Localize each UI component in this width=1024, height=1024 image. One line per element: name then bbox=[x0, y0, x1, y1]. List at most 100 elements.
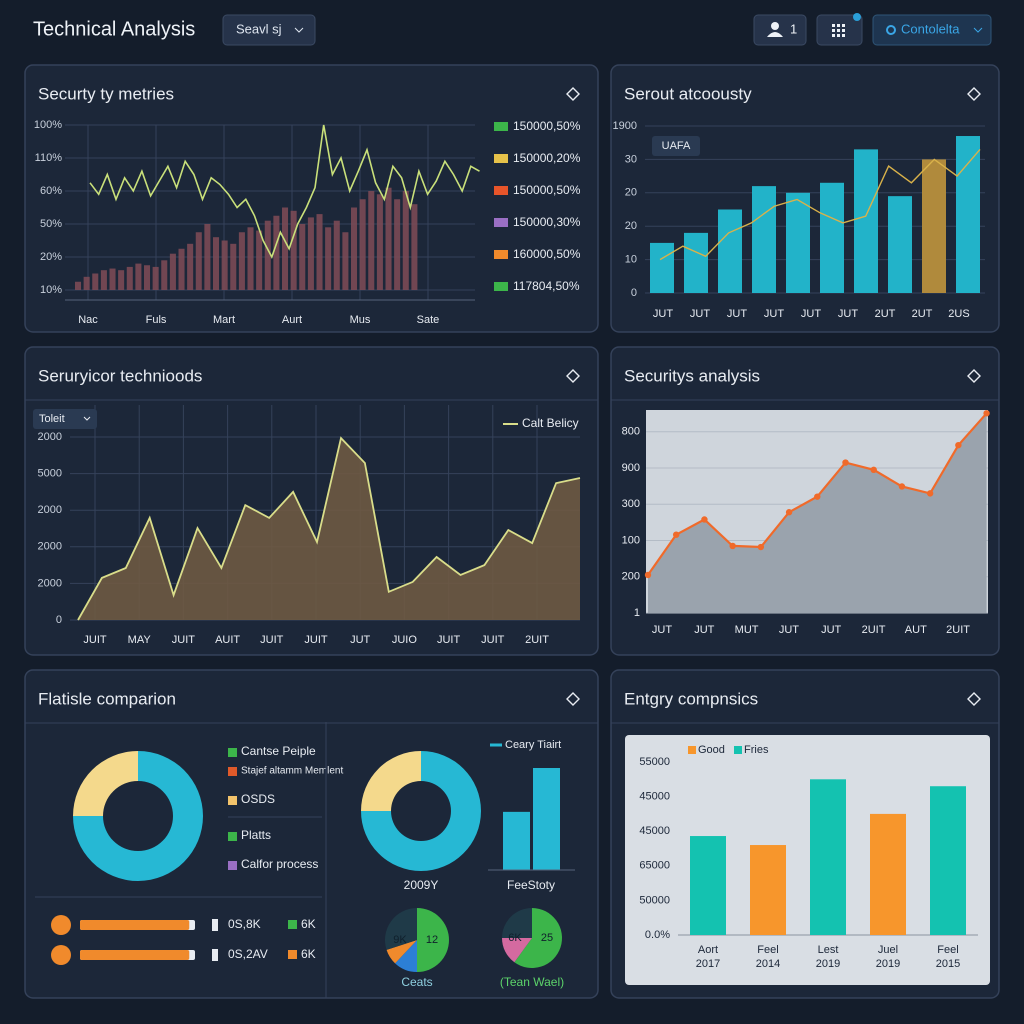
panel bbox=[24, 669, 599, 999]
pie-value: 6K bbox=[508, 932, 522, 944]
bar bbox=[718, 209, 742, 293]
button-label: Contolelta bbox=[901, 21, 960, 36]
progress-fill bbox=[80, 920, 190, 930]
bar bbox=[290, 210, 297, 290]
bar bbox=[169, 253, 176, 290]
bar bbox=[402, 191, 409, 290]
x-tick-label: JUIT bbox=[83, 634, 107, 646]
dropdown[interactable] bbox=[33, 409, 97, 429]
panel-menu-icon bbox=[967, 369, 981, 383]
segment bbox=[73, 751, 203, 881]
x-tick-label: Nac bbox=[78, 314, 98, 326]
y-tick-label: 20 bbox=[625, 187, 637, 199]
tag-label: 6K bbox=[301, 947, 316, 961]
marker bbox=[898, 483, 906, 490]
pie-value: 12 bbox=[426, 934, 438, 946]
bar bbox=[221, 240, 228, 290]
legend-swatch bbox=[228, 767, 237, 776]
marker bbox=[757, 543, 765, 551]
bar bbox=[870, 813, 906, 935]
icon bbox=[51, 945, 71, 965]
y-tick-label: 2000 bbox=[38, 541, 62, 553]
legend-swatch bbox=[228, 832, 237, 841]
chart-label: FeeStoty bbox=[507, 878, 555, 892]
bar bbox=[411, 204, 418, 290]
y-tick-label: 20% bbox=[40, 251, 62, 263]
bar bbox=[820, 182, 844, 293]
legend-label: Platts bbox=[241, 828, 271, 842]
marker bbox=[701, 516, 708, 523]
x-tick-label: 2US bbox=[948, 308, 969, 320]
y-tick-label: 50% bbox=[40, 218, 62, 230]
x-tick-label: Feel bbox=[937, 944, 958, 956]
x-tick-sublabel: 2015 bbox=[936, 958, 960, 970]
bar bbox=[264, 220, 271, 290]
y-tick-label: 1900 bbox=[613, 120, 637, 132]
panel-title: Seruryicor technioods bbox=[38, 366, 202, 385]
badge bbox=[652, 136, 700, 156]
legend-label: 160000,50% bbox=[513, 247, 581, 261]
marker bbox=[983, 410, 990, 417]
legend-label: Good bbox=[698, 744, 725, 756]
y-tick-label: 0.0% bbox=[645, 929, 670, 941]
y-tick-label: 5000 bbox=[38, 468, 62, 480]
legend-swatch bbox=[494, 282, 508, 291]
bar bbox=[750, 845, 786, 935]
bar bbox=[118, 270, 125, 290]
pie-value: 25 bbox=[541, 932, 553, 944]
y-tick-label: 300 bbox=[622, 498, 640, 510]
x-tick-label: JUIT bbox=[481, 634, 505, 646]
legend-swatch bbox=[228, 861, 237, 870]
line bbox=[77, 436, 581, 621]
x-tick-label: JUT bbox=[821, 624, 841, 636]
marker bbox=[814, 493, 821, 500]
y-tick-label: 20 bbox=[625, 220, 637, 232]
x-tick-label: AUIT bbox=[215, 634, 240, 646]
bar bbox=[810, 779, 846, 935]
dropdown[interactable] bbox=[222, 14, 316, 46]
legend-swatch bbox=[494, 218, 508, 227]
y-tick-label: 100 bbox=[622, 534, 640, 546]
legend-label: Calt Belicy bbox=[522, 416, 579, 430]
x-tick-label: 2UIT bbox=[525, 634, 549, 646]
x-tick-sublabel: 2014 bbox=[756, 958, 780, 970]
x-tick-label: JUIO bbox=[392, 634, 418, 646]
user-icon bbox=[771, 22, 779, 30]
legend-label: Ceary Tiairt bbox=[505, 739, 561, 751]
bar bbox=[282, 207, 289, 290]
bar bbox=[307, 217, 314, 290]
panel-title: Securitys analysis bbox=[624, 366, 760, 385]
y-tick-label: 10 bbox=[625, 254, 637, 266]
x-tick-label: Aurt bbox=[282, 314, 302, 326]
pie-value: 9K bbox=[393, 934, 407, 946]
action-button[interactable] bbox=[872, 14, 992, 46]
legend-label: 150000,50% bbox=[513, 183, 581, 197]
bar bbox=[690, 836, 726, 935]
bar bbox=[126, 266, 133, 290]
legend-label: 150000,20% bbox=[513, 151, 581, 165]
y-tick-label: 10% bbox=[40, 284, 62, 296]
dropdown-label: Toleit bbox=[39, 413, 65, 425]
x-tick-label: JUIT bbox=[304, 634, 328, 646]
legend-swatch bbox=[228, 796, 237, 805]
bar bbox=[92, 273, 99, 290]
icon bbox=[51, 915, 71, 935]
user-button[interactable] bbox=[753, 14, 807, 46]
x-tick-label: JUT bbox=[727, 308, 747, 320]
bar bbox=[152, 266, 159, 290]
progress-label: 0S,2AV bbox=[228, 947, 268, 961]
panel-title: Flatisle comparion bbox=[38, 689, 176, 708]
x-tick-label: MUT bbox=[735, 624, 759, 636]
line bbox=[659, 148, 981, 261]
legend-swatch bbox=[734, 746, 742, 754]
bar bbox=[342, 232, 349, 290]
segment bbox=[361, 751, 421, 811]
grid-icon bbox=[832, 24, 845, 37]
bar bbox=[144, 265, 151, 290]
x-tick-label: Sate bbox=[417, 314, 440, 326]
segment bbox=[361, 751, 481, 871]
legend-label: 117804,50% bbox=[513, 279, 580, 293]
chart-label: 2009Y bbox=[404, 878, 439, 892]
legend-label: Cantse Peiple bbox=[241, 744, 316, 758]
